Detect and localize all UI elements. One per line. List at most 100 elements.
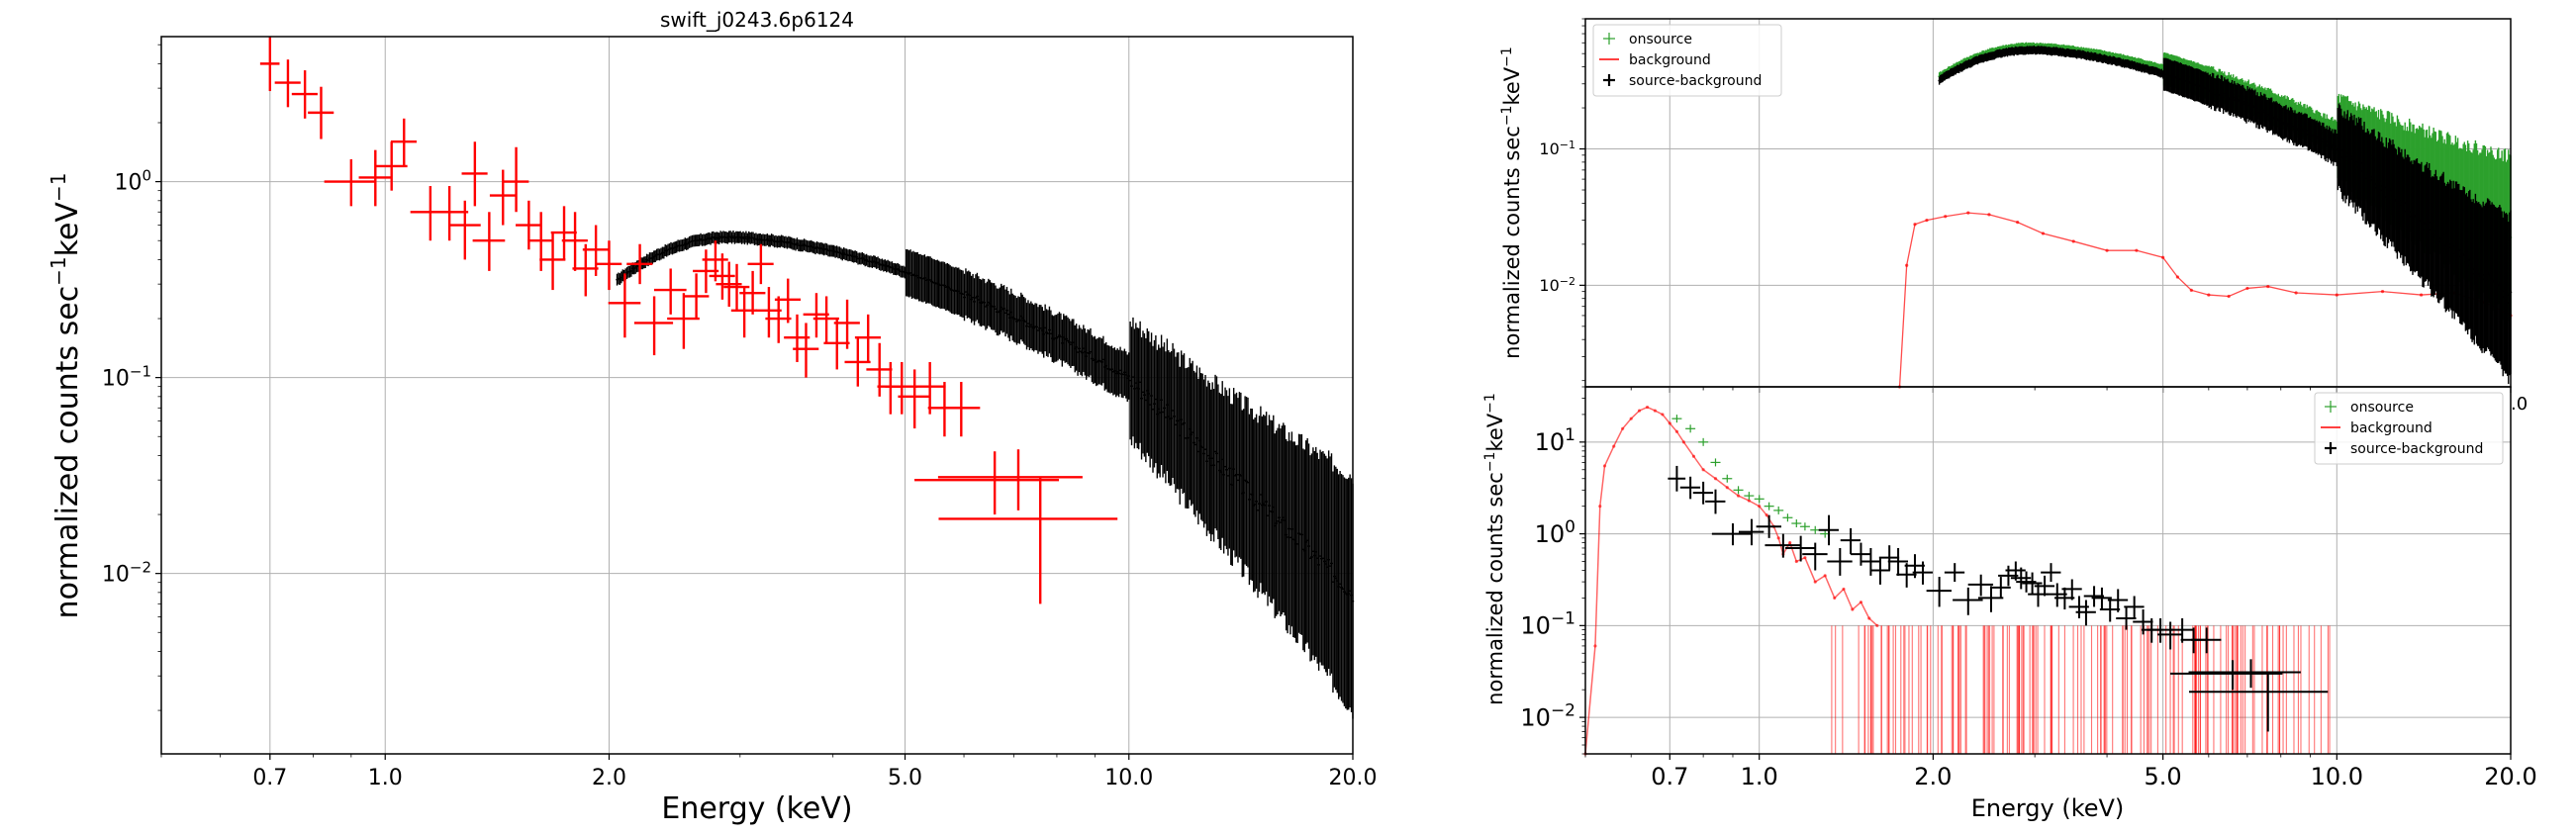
- source-background-point: [1912, 561, 1933, 585]
- x-tick-label: 2.0: [1914, 763, 1952, 790]
- background-line-marker: [1776, 536, 1780, 540]
- onsource-point: [1754, 495, 1765, 504]
- top-right-y-axis-label: normalized counts sec−1keV−1: [1499, 46, 1524, 359]
- x-tick-label: 10.0: [1104, 766, 1153, 790]
- source-background-point: [2041, 563, 2061, 583]
- red-data-point: [683, 273, 710, 320]
- red-data-point: [410, 186, 449, 241]
- legend-label: source-background: [1629, 73, 1762, 89]
- onsource-point: [1810, 525, 1821, 534]
- legend-label: onsource: [2350, 400, 2414, 416]
- source-background-point: [2116, 606, 2137, 630]
- red-data-point: [793, 323, 819, 378]
- background-line-marker: [1944, 215, 1948, 219]
- red-data-point: [938, 477, 1118, 604]
- red-data-point: [755, 287, 782, 338]
- onsource-point: [1791, 519, 1802, 528]
- onsource-point: [1799, 522, 1810, 531]
- background-line-marker: [2161, 255, 2165, 259]
- x-tick-label: 2.0: [592, 766, 626, 790]
- onsource-point: [1764, 502, 1774, 510]
- background-line-marker: [1629, 417, 1633, 420]
- red-data-point: [561, 212, 588, 271]
- source-background-point: [2047, 583, 2067, 607]
- source-background-point: [2061, 579, 2082, 601]
- background-line-marker: [1905, 263, 1909, 267]
- background-line-marker: [2041, 232, 2046, 235]
- red-data-point: [723, 263, 750, 311]
- background-line-marker: [1701, 468, 1705, 472]
- red-data-point: [539, 232, 566, 291]
- red-data-point: [390, 118, 418, 166]
- onsource-point: [1782, 513, 1793, 522]
- source-background-point: [1802, 542, 1828, 571]
- legend-frame: [2314, 392, 2504, 465]
- background-line-marker: [2266, 284, 2270, 289]
- background-line-marker: [2175, 275, 2179, 279]
- source-background-point: [1878, 545, 1900, 571]
- onsource-point: [1685, 424, 1696, 433]
- red-data-point: [747, 243, 774, 285]
- main-ticks: 0.7 1.0 2.0 5.0 10.0 20.0 10−2 10−1 100: [102, 44, 1377, 790]
- source-background-point: [1692, 481, 1714, 505]
- red-data-point: [774, 278, 802, 324]
- red-data-point: [844, 337, 871, 387]
- legend-frame: [1592, 24, 1782, 97]
- y-tick-label: 10−2: [102, 558, 151, 587]
- background-line-marker: [1813, 580, 1817, 584]
- x-tick-label: 5.0: [888, 766, 922, 790]
- legend-label: background: [1629, 52, 1711, 68]
- red-data-point: [429, 186, 469, 241]
- source-background-point: [2147, 617, 2173, 643]
- background-line-marker: [1851, 607, 1855, 611]
- red-data-point: [803, 293, 829, 338]
- source-background-point: [1705, 489, 1726, 514]
- background-line-marker: [1621, 426, 1625, 430]
- red-data-point: [914, 451, 1060, 515]
- red-data-point: [812, 296, 839, 343]
- y-tick-label: 10−2: [1520, 700, 1575, 731]
- red-data-point: [898, 369, 931, 429]
- source-background-point: [2099, 598, 2121, 622]
- background-line-marker: [1765, 513, 1768, 517]
- background-line-marker: [1602, 464, 1607, 468]
- red-data-point: [489, 169, 517, 226]
- red-data-point: [582, 225, 609, 276]
- background-line-marker: [1713, 477, 1718, 481]
- background-line-marker: [2335, 293, 2338, 297]
- main-x-axis-label: Energy (keV): [661, 791, 852, 826]
- background-line-marker: [1913, 223, 1917, 227]
- red-data-point: [596, 240, 622, 291]
- bottom-right-legend: onsource background source-background: [2314, 392, 2504, 465]
- source-background-point: [1904, 554, 1925, 579]
- red-data-point: [739, 270, 766, 315]
- background-line-marker: [1691, 454, 1696, 458]
- y-tick-label: 101: [1535, 425, 1575, 456]
- source-background-point: [1840, 527, 1861, 555]
- red-data-point: [937, 449, 1083, 510]
- background-line-marker: [1747, 499, 1751, 503]
- red-data-point: [633, 296, 674, 356]
- background-line-marker: [2380, 290, 2385, 294]
- background-line-marker: [2105, 248, 2109, 252]
- background-line-marker: [1925, 218, 1929, 223]
- legend-label: background: [2350, 420, 2433, 436]
- x-tick-label: 1.0: [368, 766, 403, 790]
- onsource-point: [1671, 415, 1682, 423]
- source-background-point: [2188, 659, 2301, 689]
- red-data-point: [912, 361, 946, 415]
- source-background-point: [1990, 577, 2011, 599]
- background-line-marker: [2189, 288, 2193, 292]
- background-line: [1898, 212, 2512, 388]
- red-data-point: [626, 243, 653, 285]
- source-background-point: [1668, 465, 1686, 492]
- main-data: [259, 37, 1355, 719]
- source-background-point: [2188, 672, 2329, 732]
- red-data-point: [866, 342, 893, 397]
- background-line-marker: [2071, 239, 2075, 243]
- bottom-right-y-axis-label: normalized counts sec−1keV−1: [1482, 393, 1507, 705]
- background-line-marker: [1593, 644, 1597, 648]
- background-line-marker: [1794, 559, 1798, 564]
- main-chart-title: swift_j0243.6p6124: [660, 8, 854, 32]
- x-tick-label: 5.0: [2145, 763, 2182, 790]
